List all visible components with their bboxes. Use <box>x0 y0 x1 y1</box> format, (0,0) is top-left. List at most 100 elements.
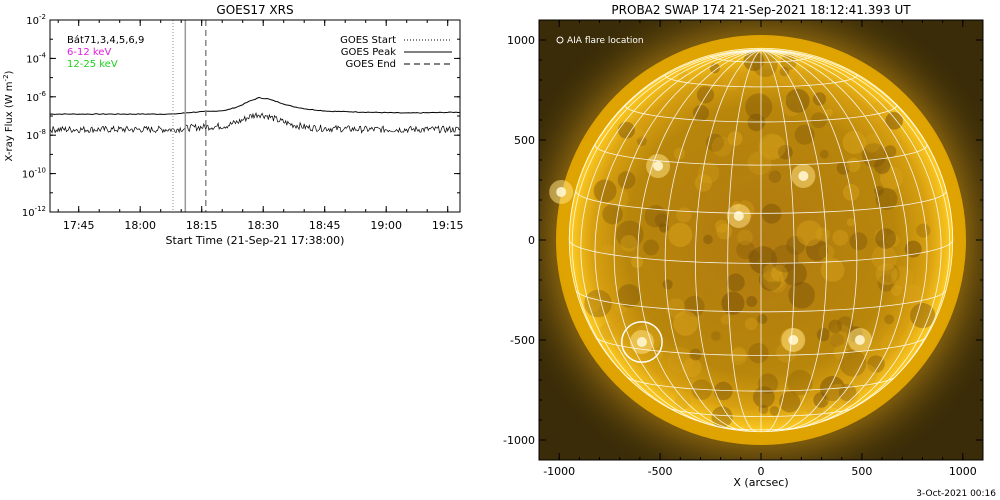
grid-longitude-line <box>760 49 951 397</box>
swap-x-tick-label: -500 <box>648 465 673 478</box>
sun-texture-blob <box>673 310 699 336</box>
sun-texture-blob <box>617 171 636 189</box>
sun-texture-blob <box>709 63 720 74</box>
sun-texture-blob <box>584 296 601 313</box>
goes-xrs-panel: GOES17 XRS 17:45 18:00 18:15 18:30 18:45 19:0… <box>2 3 464 247</box>
goes-x-tick-label: 19:15 <box>432 219 464 232</box>
sun-texture-blob <box>745 93 773 121</box>
goes-info-high-channel: 12-25 keV <box>67 59 118 70</box>
sun-texture-blob <box>617 284 641 308</box>
flare-legend-label: AIA flare location <box>567 36 644 46</box>
sun-texture-blob <box>849 232 868 251</box>
sun-surface-texture <box>584 50 936 428</box>
goes-x-tick-label: 18:00 <box>124 219 156 232</box>
goes-y-axis-label-close: ) <box>4 70 15 74</box>
goes-series-group <box>50 96 460 134</box>
grid-longitude-line <box>695 49 762 432</box>
sun-texture-blob <box>620 234 638 252</box>
swap-y-tick-label: 1000 <box>507 34 535 47</box>
sun-texture-blob <box>805 238 828 261</box>
sun-texture-blob <box>602 244 614 256</box>
grid-longitude-line <box>571 49 762 397</box>
sun-texture-blob <box>694 174 713 192</box>
goes-x-tick-label: 17:45 <box>63 219 95 232</box>
sun-texture-blob <box>815 227 830 242</box>
sun-texture-blob <box>758 373 779 394</box>
grid-longitude-line <box>613 49 762 430</box>
sun-texture-blob <box>714 381 733 401</box>
sun-texture-blob <box>768 170 782 183</box>
sun-texture-blob <box>747 250 761 263</box>
sun-texture-blob <box>853 363 878 387</box>
sun-texture-blob <box>796 220 823 247</box>
goes-y-axis-label-sup: -2 <box>2 74 10 81</box>
goes-y-tick-label: 10-10 <box>22 167 46 181</box>
swap-title: PROBA2 SWAP 174 21-Sep-2021 18:12:41.393… <box>611 3 911 17</box>
sun-texture-blob <box>846 157 861 173</box>
goes-x-tick-label: 19:00 <box>370 219 402 232</box>
swap-x-axis-label: X (arcsec) <box>733 476 788 489</box>
sun-texture-blob <box>593 179 617 203</box>
sun-texture-blob <box>749 246 778 275</box>
sun-texture-blob <box>828 319 843 334</box>
sun-texture-blob <box>881 333 899 352</box>
goes-x-ticks: 17:45 18:00 18:15 18:30 18:45 19:00 19:15 <box>57 20 464 232</box>
swap-image-panel: PROBA2 SWAP 174 21-Sep-2021 18:12:41.393… <box>503 3 996 499</box>
swap-x-ticks: -1000 -500 0 500 1000 <box>538 20 984 478</box>
sun-texture-blob <box>777 70 795 87</box>
sun-texture-blob <box>829 333 844 347</box>
goes-y-tick-label: 10-12 <box>22 205 46 219</box>
active-region-core <box>653 161 664 171</box>
sun-texture-blob <box>703 234 713 245</box>
sun-texture-blob <box>737 229 753 246</box>
sun-texture-blob <box>916 223 931 238</box>
goes-y-ticks: 10-12 10-10 10-8 10-6 10-4 10-2 <box>22 13 460 219</box>
sun-texture-blob <box>710 331 721 341</box>
sun-texture-blob <box>805 396 825 416</box>
sun-texture-blob <box>833 344 849 360</box>
sun-texture-blob <box>771 265 788 282</box>
goes-info-low-channel: 6-12 keV <box>67 47 111 58</box>
sun-texture-blob <box>867 355 885 373</box>
flare-location-circle <box>620 321 663 363</box>
grid-longitude-line <box>760 49 942 421</box>
goes-y-tick-label: 10-2 <box>26 13 46 27</box>
sun-texture-blob <box>910 303 936 329</box>
legend-goes-peak-label: GOES Peak <box>341 47 396 58</box>
swap-x-tick-label: -1000 <box>543 465 575 478</box>
goes-y-tick-label: 10-4 <box>26 51 46 65</box>
grid-longitude-line <box>727 49 762 432</box>
sun-texture-blob <box>753 386 775 408</box>
plot-timestamp-footer: 3-Oct-2021 00:16 <box>916 489 996 499</box>
grid-longitude-line <box>760 49 909 430</box>
goes-info-detectors: Bát71,3,4,5,6,9 <box>67 34 144 46</box>
sun-texture-blob <box>615 220 644 249</box>
sun-texture-blob <box>891 266 914 290</box>
goes-y-tick-label: 10-8 <box>26 128 46 142</box>
sun-texture-blob <box>711 136 733 157</box>
flare-legend-symbol <box>556 36 564 44</box>
sun-texture-blob <box>720 314 731 325</box>
grid-longitude-line <box>760 49 928 428</box>
sun-texture-blob <box>877 274 895 292</box>
sun-texture-blob <box>885 111 903 130</box>
active-region-core <box>854 335 865 345</box>
goes-x-axis-label: Start Time (21-Sep-21 17:38:00) <box>166 234 345 247</box>
sun-texture-blob <box>881 264 900 283</box>
sun-texture-blob <box>643 239 659 256</box>
sun-texture-blob <box>743 50 764 72</box>
sun-texture-blob <box>748 343 769 364</box>
sun-texture-blob <box>602 203 623 225</box>
sun-texture-blob <box>786 235 806 255</box>
sun-texture-blob <box>675 393 691 410</box>
goes-x-tick-label: 18:15 <box>186 219 218 232</box>
goes-title: GOES17 XRS <box>216 3 293 17</box>
sun-texture-blob <box>819 149 829 159</box>
sun-texture-blob <box>770 244 799 273</box>
sun-texture-blob <box>787 369 813 396</box>
swap-x-tick-label: 0 <box>758 465 765 478</box>
sun-texture-blob <box>696 86 715 104</box>
grid-longitude-line <box>760 49 795 432</box>
grid-limb <box>568 47 954 433</box>
sun-texture-blob <box>875 187 898 211</box>
